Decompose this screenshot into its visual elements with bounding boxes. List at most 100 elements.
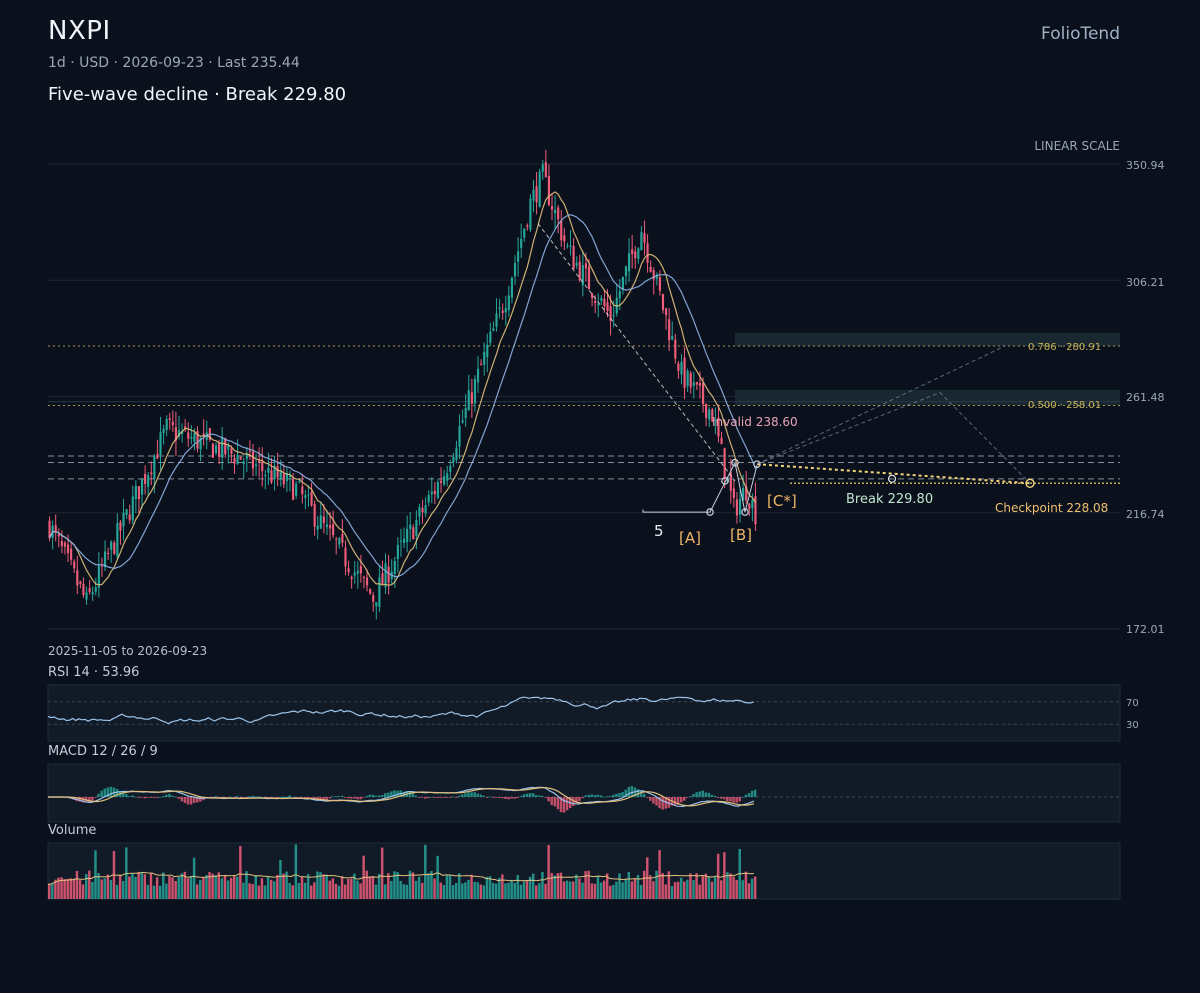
macd-histogram-bar [436, 797, 439, 798]
macd-histogram-bar [282, 796, 285, 798]
volume-bar [673, 882, 677, 899]
volume-bar [340, 876, 344, 899]
candle-body [603, 298, 606, 307]
macd-histogram-bar [454, 797, 458, 798]
volume-bar [384, 884, 387, 899]
candle-body [711, 409, 714, 422]
macd-histogram-bar [510, 797, 513, 799]
volume-bar [405, 884, 409, 899]
volume-bar [565, 880, 569, 899]
volume-bar [658, 850, 661, 899]
candle-body [446, 473, 449, 481]
volume-bar [420, 882, 424, 899]
volume-bar [735, 880, 738, 899]
macd-histogram-bar [735, 797, 738, 803]
candle-body [415, 519, 418, 536]
candle-body [692, 382, 695, 386]
volume-bar [359, 883, 362, 899]
volume-bar [199, 879, 202, 899]
macd-histogram-bar [128, 796, 131, 797]
candle-body [661, 293, 665, 311]
volume-bar [602, 880, 606, 899]
macd-histogram-bar [713, 795, 717, 797]
volume-bar [325, 874, 328, 899]
macd-histogram-bar [461, 794, 464, 797]
candle-body [480, 364, 483, 366]
macd-histogram-bar [710, 794, 714, 797]
volume-bar [408, 870, 412, 899]
scale-label[interactable]: LINEAR SCALE [1034, 139, 1120, 153]
y-tick-label: 306.21 [1126, 276, 1165, 289]
candle-body [489, 331, 492, 343]
volume-bar [288, 882, 291, 899]
candle-body [171, 421, 174, 426]
volume-bar [636, 874, 640, 899]
volume-bar [149, 872, 153, 899]
volume-bar [473, 881, 476, 899]
volume-bar [248, 883, 251, 899]
candle-body [738, 498, 742, 515]
candle-body [671, 336, 674, 340]
wave-label-b: [B] [730, 526, 752, 544]
candle-body [520, 238, 523, 248]
candle-body [110, 541, 113, 550]
candle-body [624, 266, 628, 277]
price-grid [48, 163, 1120, 630]
macd-histogram-bar [269, 797, 273, 798]
macd-histogram-bar [78, 797, 82, 802]
macd-histogram-bar [491, 797, 495, 798]
macd-histogram-bar [732, 797, 735, 803]
volume-bar [439, 882, 442, 899]
macd-histogram-bar [692, 794, 695, 797]
macd-histogram-bar [701, 790, 704, 797]
candle-body [307, 494, 310, 496]
candle-body [655, 274, 658, 279]
volume-bar [436, 855, 439, 899]
macd-histogram-bar [544, 797, 547, 798]
candle-body [248, 450, 251, 452]
candle-body [94, 587, 97, 592]
macd-histogram-bar [371, 794, 375, 797]
volume-bar [322, 874, 325, 899]
macd-histogram-bar [642, 793, 646, 797]
macd-histogram-bar [464, 793, 467, 797]
volume-bar [676, 881, 680, 899]
candle-body [618, 291, 621, 299]
macd-histogram-bar [125, 794, 128, 797]
macd-histogram-bar [380, 795, 384, 797]
candle-body [233, 458, 236, 464]
candle-body [717, 417, 720, 437]
volume-bar [513, 882, 516, 899]
volume-bar [202, 877, 205, 899]
candle-body [242, 461, 245, 465]
macd-histogram-bar [94, 797, 97, 798]
candle-body [66, 544, 70, 554]
volume-bar [232, 875, 236, 899]
volume-bar [723, 852, 726, 899]
volume-bar [476, 882, 479, 899]
macd-histogram-bar [473, 792, 476, 797]
candle-body [335, 538, 338, 540]
volume-bar [417, 876, 421, 899]
volume-bar [109, 880, 113, 899]
volume-bar [720, 880, 723, 899]
volume-bar [424, 844, 427, 899]
wave-point [731, 458, 739, 467]
volume-bar [686, 879, 689, 899]
candle-body [742, 488, 745, 501]
volume-bar [562, 881, 566, 899]
macd-histogram-bar [689, 796, 692, 797]
volume-bar [556, 873, 560, 899]
candle-body [359, 566, 362, 574]
candle-body [227, 444, 230, 450]
macd-histogram-bar [661, 797, 664, 810]
volume-bar [72, 878, 76, 899]
volume-bar [251, 884, 254, 899]
candle-body [612, 315, 615, 317]
candle-body [304, 495, 307, 499]
candle-body [581, 265, 584, 286]
volume-bar [649, 875, 652, 899]
macd-histogram-bar [639, 791, 643, 797]
volume-bar [593, 883, 597, 899]
volume-bar [273, 881, 276, 899]
